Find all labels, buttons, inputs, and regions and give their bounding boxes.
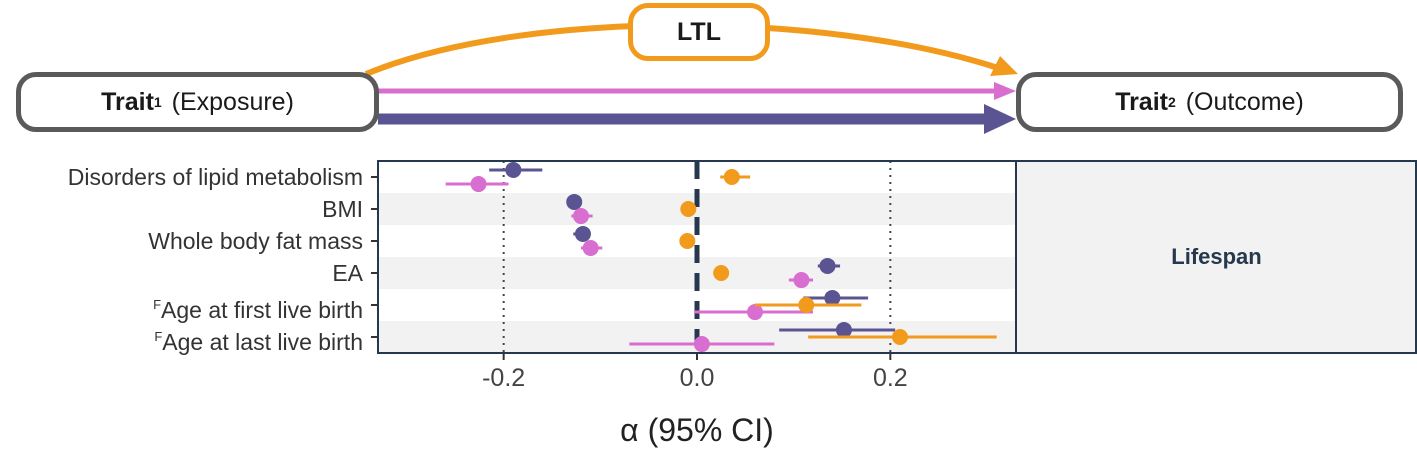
category-name: Whole body fat mass <box>148 228 363 254</box>
category-name: Age at first live birth <box>161 297 363 323</box>
facet-label: Lifespan <box>1171 244 1262 269</box>
data-point <box>892 329 908 345</box>
data-point <box>819 257 836 274</box>
data-point <box>573 208 589 225</box>
category-name: Age at last live birth <box>162 329 363 355</box>
outcome-box: Trait 2 (Outcome) <box>1016 72 1403 132</box>
category-prefix: F <box>154 329 163 344</box>
pink-arrowhead <box>994 82 1016 100</box>
data-point <box>747 304 763 321</box>
data-point <box>793 272 810 289</box>
category-label: Disorders of lipid metabolism <box>68 164 363 190</box>
data-point <box>680 201 697 217</box>
x-tick-label: 0.0 <box>679 364 715 392</box>
category-prefix: F <box>153 297 162 312</box>
data-point <box>824 289 841 306</box>
outcome-text: (Outcome) <box>1178 87 1304 116</box>
data-point <box>679 233 696 249</box>
category-name: BMI <box>322 196 363 222</box>
outcome-subscript: 2 <box>1167 94 1176 110</box>
category-label: EA <box>332 260 363 286</box>
data-point <box>505 161 522 178</box>
data-point <box>574 225 591 242</box>
category-name: EA <box>332 260 363 286</box>
data-point <box>693 336 710 353</box>
category-label: Whole body fat mass <box>148 228 363 254</box>
category-label: BMI <box>322 196 363 222</box>
outcome-trait: Trait <box>1115 87 1168 116</box>
x-tick-label: -0.2 <box>482 364 526 392</box>
category-label: FAge at first live birth <box>153 292 363 323</box>
data-point <box>835 321 852 338</box>
x-axis-label: α (95% CI) <box>620 412 774 448</box>
data-point <box>566 193 583 210</box>
exposure-subscript: 1 <box>153 94 162 110</box>
ltl-label: LTL <box>677 17 721 46</box>
exposure-box: Trait 1 (Exposure) <box>16 72 379 132</box>
x-tick-label: 0.2 <box>872 364 908 392</box>
data-point <box>798 297 815 313</box>
data-point <box>713 265 730 281</box>
data-point <box>470 176 487 193</box>
purple-arrowhead <box>984 104 1016 134</box>
ltl-box: LTL <box>628 3 770 61</box>
exposure-text: (Exposure) <box>164 87 294 116</box>
exposure-trait: Trait <box>101 87 154 116</box>
category-label: FAge at last live birth <box>154 324 363 355</box>
category-name: Disorders of lipid metabolism <box>67 164 363 190</box>
data-point <box>723 169 740 185</box>
data-point <box>582 240 599 257</box>
ltl-arrowhead <box>990 56 1018 76</box>
